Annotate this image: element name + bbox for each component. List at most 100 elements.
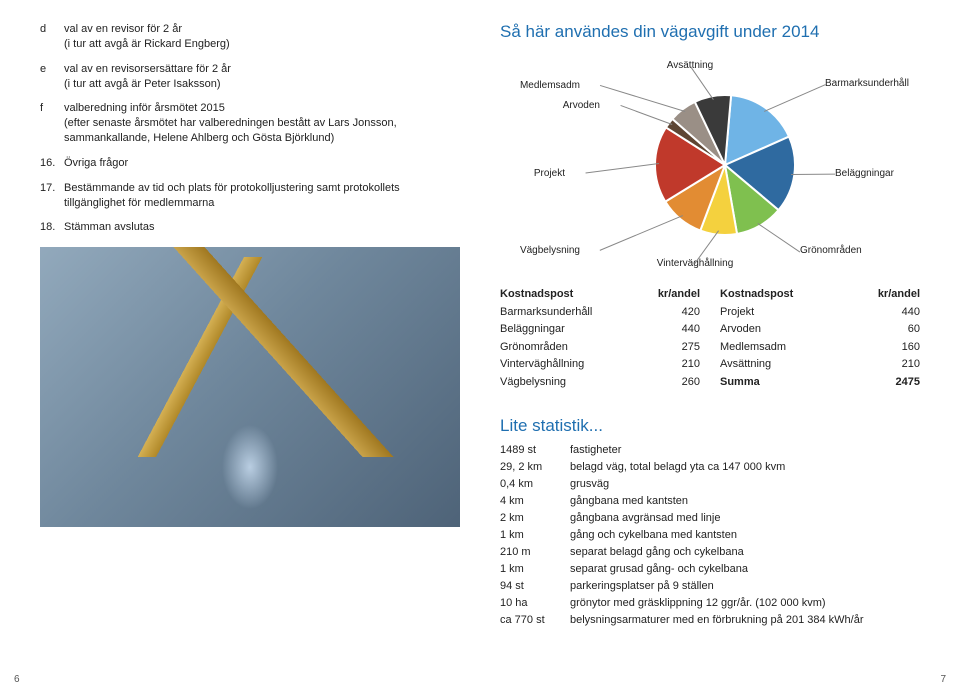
table-cell: 440 [902, 304, 920, 322]
stat-row: 4 kmgångbana med kantsten [500, 493, 920, 510]
stat-row: 1489 stfastigheter [500, 442, 920, 459]
table-cell: 260 [682, 374, 700, 392]
agenda-text: Stämman avslutas [64, 220, 460, 235]
table-header: kr/andel [658, 286, 700, 304]
table-row: Grönområden 275 [500, 339, 700, 357]
stat-value: separat belagd gång och cykelbana [570, 544, 920, 561]
table-row: Avsättning 210 [720, 356, 920, 374]
agenda-item: 18.Stämman avslutas [40, 220, 460, 235]
stat-key: 1 km [500, 561, 570, 578]
agenda-number: 17. [40, 181, 64, 211]
agenda-item: 17.Bestämmande av tid och plats för prot… [40, 181, 460, 211]
table-cell: 275 [682, 339, 700, 357]
table-cell: Projekt [720, 304, 754, 322]
table-cell: Beläggningar [500, 321, 565, 339]
cost-table: Kostnadspost kr/andel Barmarksunderhåll 4… [500, 286, 920, 392]
table-row: Beläggningar 440 [500, 321, 700, 339]
statistics-block: Lite statistik... 1489 stfastigheter29, … [500, 416, 920, 630]
table-cell: 160 [902, 339, 920, 357]
agenda-letter: d [40, 22, 64, 52]
stat-row: 1 kmgång och cykelbana med kantsten [500, 527, 920, 544]
stat-key: 29, 2 km [500, 459, 570, 476]
table-cell: 440 [682, 321, 700, 339]
stat-key: 1 km [500, 527, 570, 544]
agenda-number: 18. [40, 220, 64, 235]
agenda-item: fvalberedning inför årsmötet 2015 (efter… [40, 101, 460, 146]
agenda-number: 16. [40, 156, 64, 171]
pie-label: Barmarksunderhåll [825, 78, 909, 89]
table-row: Arvoden 60 [720, 321, 920, 339]
stat-value: grusväg [570, 476, 920, 493]
stat-row: 0,4 kmgrusväg [500, 476, 920, 493]
table-header: Kostnadspost [720, 286, 793, 304]
agenda-item: dval av en revisor för 2 år (i tur att a… [40, 22, 460, 52]
stat-key: 210 m [500, 544, 570, 561]
pie-label: Grönområden [800, 245, 862, 256]
stat-row: 29, 2 kmbelagd väg, total belagd yta ca … [500, 459, 920, 476]
chart-title: Så här användes din vägavgift under 2014 [500, 22, 920, 42]
table-header: Kostnadspost [500, 286, 573, 304]
stat-value: fastigheter [570, 442, 920, 459]
agenda-item: 16.Övriga frågor [40, 156, 460, 171]
pie-label: Medlemsadm [520, 80, 580, 91]
right-column: Så här användes din vägavgift under 2014… [500, 22, 920, 629]
table-cell: Vinterväghållning [500, 356, 584, 374]
stat-value: separat grusad gång- och cykelbana [570, 561, 920, 578]
table-cell: 210 [902, 356, 920, 374]
left-column: dval av en revisor för 2 år (i tur att a… [40, 22, 460, 629]
agenda-text: Bestämmande av tid och plats för protoko… [64, 181, 460, 211]
table-header: kr/andel [878, 286, 920, 304]
stat-value: belagd väg, total belagd yta ca 147 000 … [570, 459, 920, 476]
stat-key: 2 km [500, 510, 570, 527]
pie-label: Beläggningar [835, 168, 894, 179]
stat-key: 4 km [500, 493, 570, 510]
pie-chart: Barmarksunderhåll Beläggningar Grönområden… [500, 60, 920, 270]
stat-value: gångbana avgränsad med linje [570, 510, 920, 527]
stat-row: 10 hagrönytor med gräsklippning 12 ggr/å… [500, 595, 920, 612]
stats-title: Lite statistik... [500, 416, 920, 436]
stat-key: 1489 st [500, 442, 570, 459]
table-cell: Avsättning [720, 356, 771, 374]
table-cell: Vägbelysning [500, 374, 566, 392]
photo-placeholder [40, 247, 460, 527]
stat-value: belysningsarmaturer med en förbrukning p… [570, 612, 920, 629]
table-cell: 60 [908, 321, 920, 339]
table-cell: 210 [682, 356, 700, 374]
stat-row: 2 kmgångbana avgränsad med linje [500, 510, 920, 527]
table-cell: 420 [682, 304, 700, 322]
table-row: Barmarksunderhåll 420 [500, 304, 700, 322]
table-cell: Medlemsadm [720, 339, 786, 357]
stat-value: grönytor med gräsklippning 12 ggr/år. (1… [570, 595, 920, 612]
agenda-text: val av en revisor för 2 år (i tur att av… [64, 22, 460, 52]
agenda-text: Övriga frågor [64, 156, 460, 171]
table-cell: 2475 [896, 374, 920, 392]
table-cell: Arvoden [720, 321, 761, 339]
stat-value: gångbana med kantsten [570, 493, 920, 510]
stat-key: ca 770 st [500, 612, 570, 629]
pie-label: Vägbelysning [520, 245, 580, 256]
stat-key: 0,4 km [500, 476, 570, 493]
page-number-right: 7 [940, 674, 946, 685]
table-cell: Summa [720, 374, 760, 392]
page-number-left: 6 [14, 674, 20, 685]
pie-label: Arvoden [563, 100, 600, 111]
stat-row: ca 770 stbelysningsarmaturer med en förb… [500, 612, 920, 629]
table-row: Vägbelysning 260 [500, 374, 700, 392]
table-row: Summa 2475 [720, 374, 920, 392]
table-cell: Grönområden [500, 339, 568, 357]
table-row: Projekt 440 [720, 304, 920, 322]
stat-value: gång och cykelbana med kantsten [570, 527, 920, 544]
stat-row: 94 stparkeringsplatser på 9 ställen [500, 578, 920, 595]
agenda-letter: f [40, 101, 64, 146]
agenda-letter: e [40, 62, 64, 92]
stat-key: 94 st [500, 578, 570, 595]
table-row: Medlemsadm 160 [720, 339, 920, 357]
stat-value: parkeringsplatser på 9 ställen [570, 578, 920, 595]
agenda-text: val av en revisorsersättare för 2 år (i … [64, 62, 460, 92]
table-cell: Barmarksunderhåll [500, 304, 592, 322]
stat-key: 10 ha [500, 595, 570, 612]
stat-row: 1 kmseparat grusad gång- och cykelbana [500, 561, 920, 578]
table-row: Vinterväghållning 210 [500, 356, 700, 374]
pie-label: Projekt [534, 168, 565, 179]
agenda-item: eval av en revisorsersättare för 2 år (i… [40, 62, 460, 92]
